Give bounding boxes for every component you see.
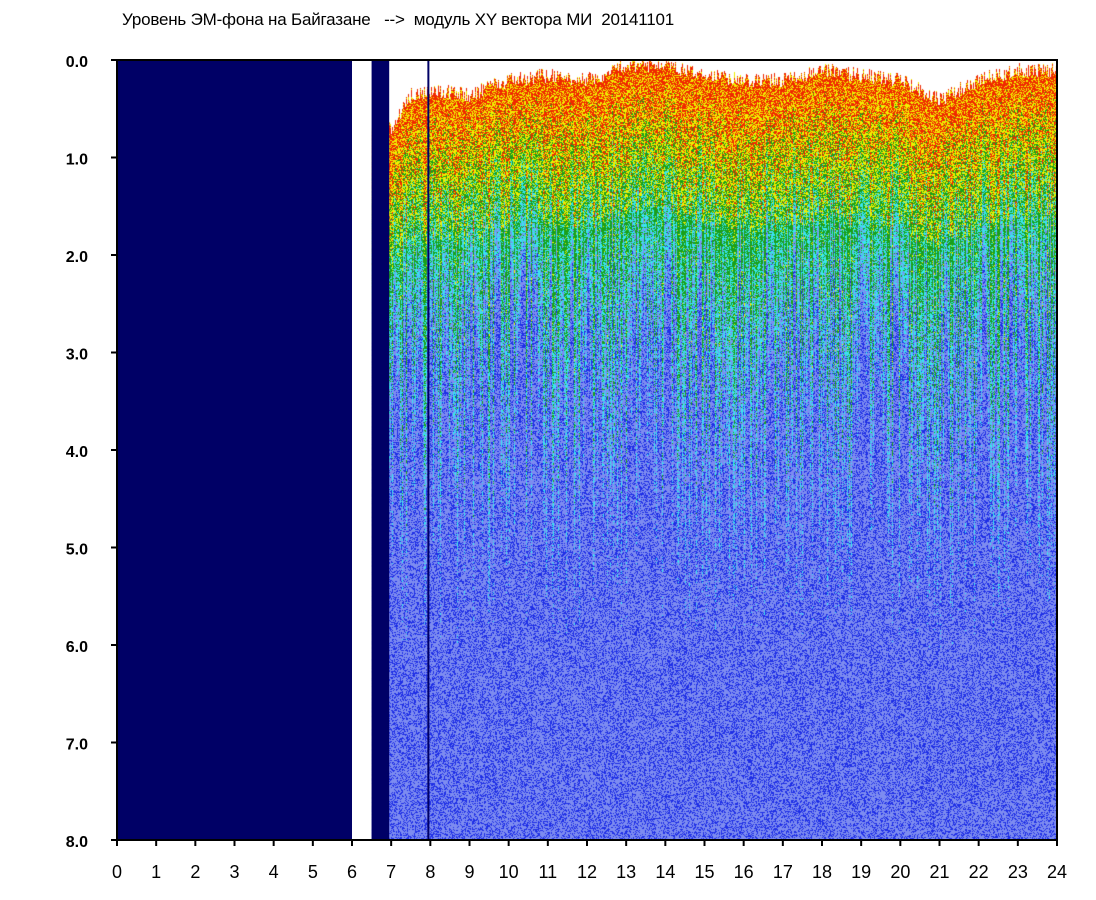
no-data-blocks: [117, 60, 390, 840]
y-tick-label: 6.0: [66, 639, 88, 656]
x-tick-label: 15: [694, 862, 714, 882]
x-tick-label: 4: [269, 862, 279, 882]
no-data-block: [371, 60, 390, 840]
x-tick-label: 5: [308, 862, 318, 882]
x-tick-label: 0: [112, 862, 122, 882]
y-tick-label: 2.0: [66, 249, 88, 266]
x-tick-label: 14: [655, 862, 675, 882]
x-tick-label: 10: [499, 862, 519, 882]
y-tick-label: 8.0: [66, 834, 88, 851]
x-tick-label: 23: [1008, 862, 1028, 882]
x-tick-label: 18: [812, 862, 832, 882]
x-tick-label: 11: [538, 862, 557, 882]
x-tick-label: 19: [851, 862, 871, 882]
y-tick-label: 1.0: [66, 152, 88, 169]
y-tick-label: 7.0: [66, 737, 88, 754]
x-tick-label: 7: [386, 862, 396, 882]
x-tick-label: 17: [773, 862, 793, 882]
x-tick-label: 9: [464, 862, 474, 882]
x-tick-label: 12: [577, 862, 597, 882]
x-tick-label: 6: [347, 862, 357, 882]
x-tick-label: 2: [190, 862, 200, 882]
y-tick-label: 3.0: [66, 347, 88, 364]
x-tick-label: 13: [616, 862, 636, 882]
y-tick-label: 0.0: [66, 54, 88, 71]
x-tick-label: 16: [734, 862, 754, 882]
x-tick-label: 1: [151, 862, 161, 882]
x-tick-label: 20: [890, 862, 910, 882]
x-tick-label: 24: [1047, 862, 1067, 882]
x-tick-label: 22: [969, 862, 989, 882]
gap-region: [352, 60, 372, 840]
x-tick-label: 3: [229, 862, 239, 882]
y-axis-ticks: 0.0 1.0 2.0 3.0 4.0 5.0 6.0 7.0 8.0: [66, 54, 117, 851]
x-tick-label: 21: [929, 862, 949, 882]
x-axis-ticks: 0 1 2 3 4 5 6 7 8 9 10 11 12 13 14 15 16 17 18 19 20 21 22 23 24: [112, 840, 1067, 882]
chart-title: Уровень ЭМ-фона на Байгазане --> модуль …: [122, 10, 674, 29]
y-tick-label: 4.0: [66, 444, 88, 461]
x-tick-label: 8: [425, 862, 435, 882]
no-data-block: [117, 60, 352, 840]
y-tick-label: 5.0: [66, 542, 88, 559]
plot-frame: [116, 59, 1058, 841]
